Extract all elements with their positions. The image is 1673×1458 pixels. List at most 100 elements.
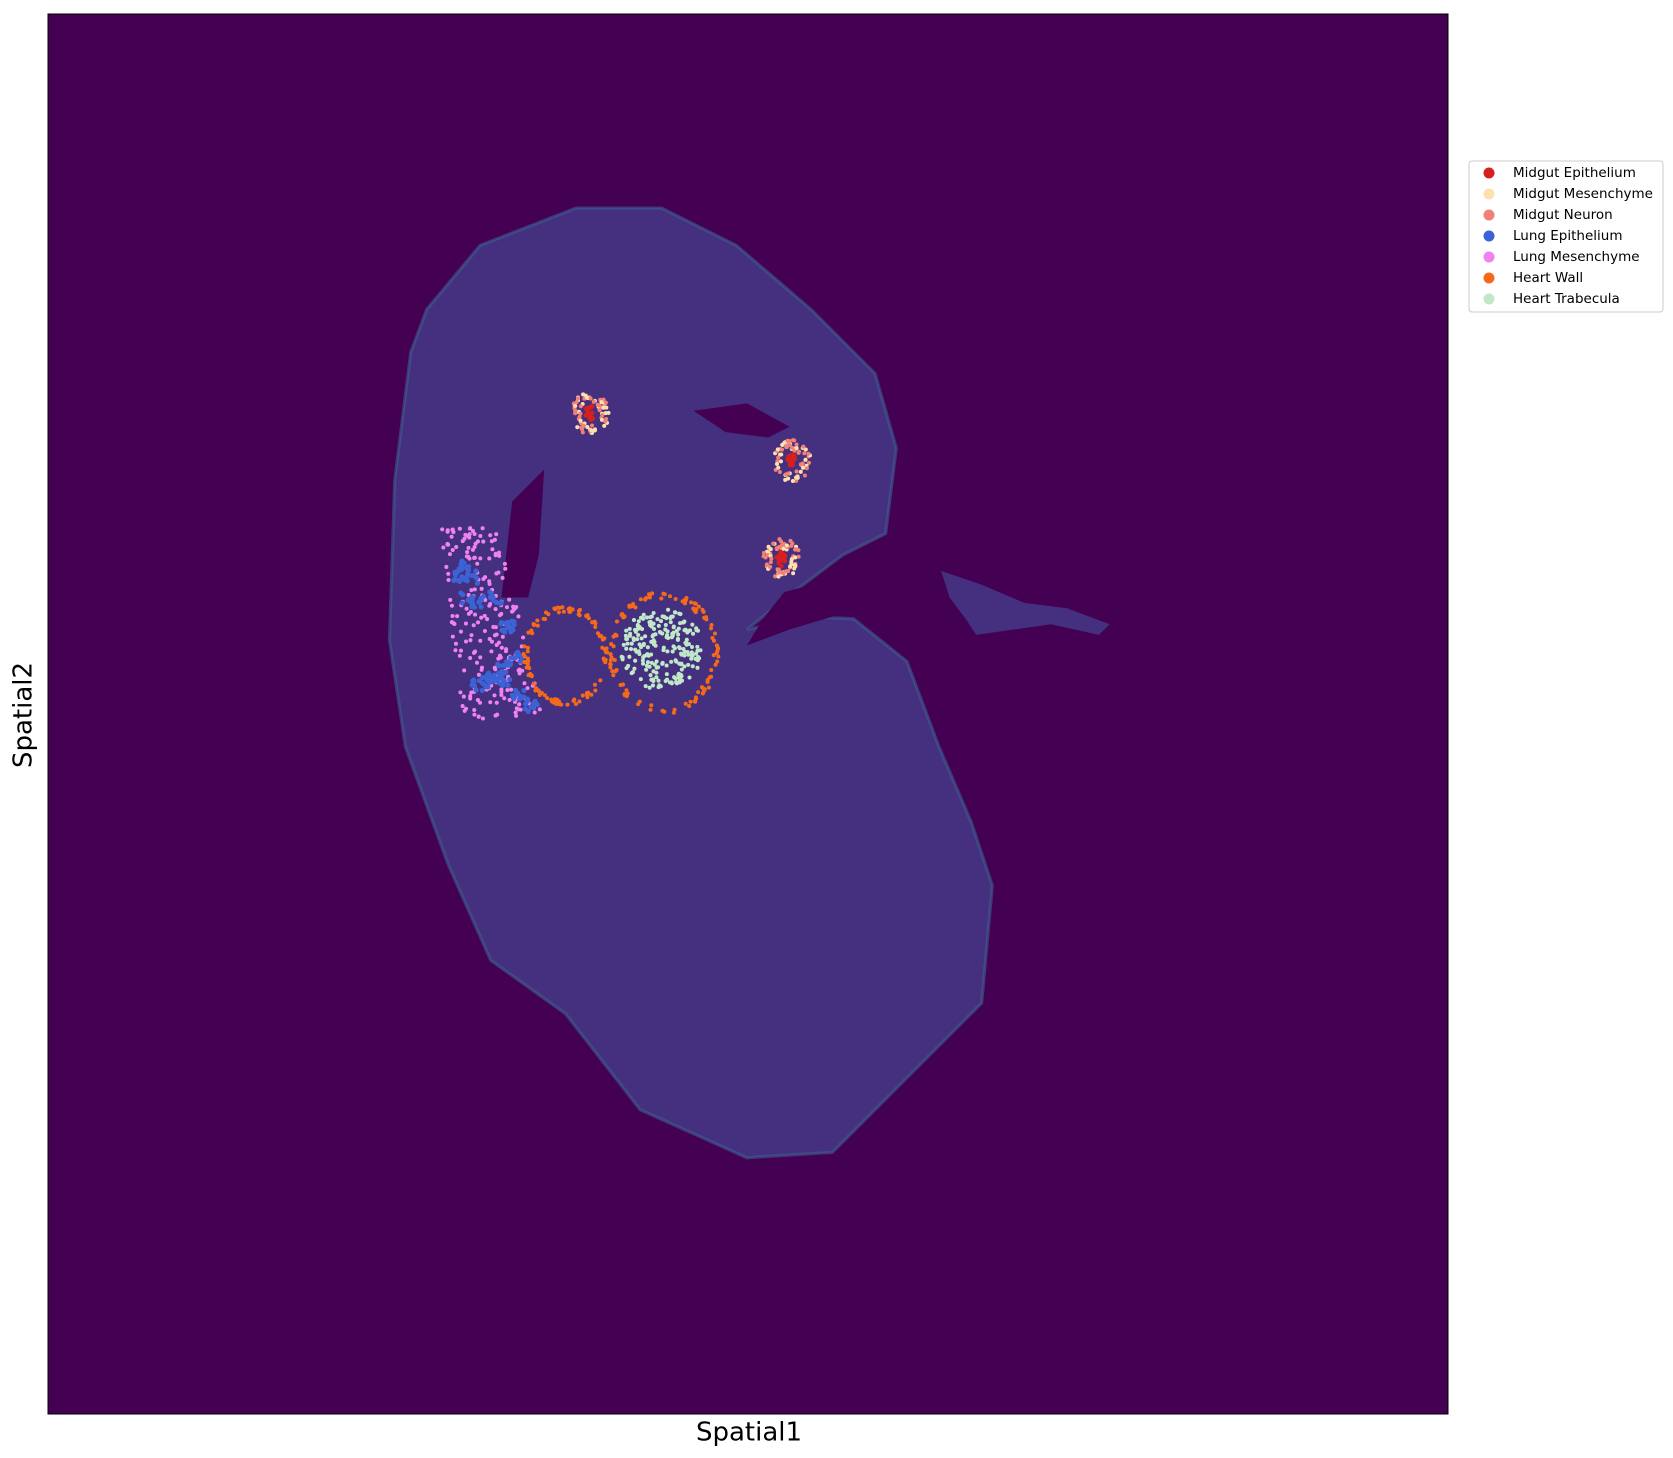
cell-dot — [677, 611, 682, 616]
cell-dot — [451, 577, 457, 583]
cell-dot — [643, 684, 648, 689]
cell-dot — [441, 545, 446, 550]
cell-dot — [504, 647, 509, 652]
cell-dot — [475, 561, 480, 566]
cell-dot — [794, 446, 799, 451]
cell-dot — [645, 645, 650, 650]
cell-dot — [684, 637, 689, 642]
cell-dot — [466, 567, 472, 573]
tissue-image — [387, 206, 994, 1160]
cell-dot — [476, 672, 481, 677]
cell-dot — [715, 645, 720, 650]
cell-dot — [591, 399, 596, 404]
cell-dot — [649, 652, 654, 657]
cell-dot — [511, 696, 517, 702]
cell-dot — [490, 547, 495, 552]
cell-dot — [670, 649, 675, 654]
cell-dot — [488, 533, 493, 538]
cell-dot — [788, 564, 793, 569]
cell-dot — [593, 688, 598, 693]
cell-dot — [693, 695, 698, 700]
cell-dot — [467, 532, 472, 537]
cell-dot — [451, 530, 456, 535]
cell-dot — [510, 609, 515, 614]
cell-dot — [672, 610, 677, 615]
cell-dot — [466, 545, 471, 550]
cell-dot — [466, 554, 471, 559]
cell-dot — [463, 639, 469, 644]
cell-dot — [686, 662, 691, 667]
cell-dot — [711, 653, 716, 658]
cell-dot — [455, 577, 461, 583]
cell-dot — [494, 571, 499, 576]
cell-dot — [497, 550, 502, 555]
cell-dot — [531, 681, 536, 686]
cell-dot — [473, 649, 478, 654]
legend-label: Midgut Mesenchyme — [1513, 186, 1653, 202]
cell-dot — [575, 425, 580, 430]
cell-dot — [629, 671, 634, 676]
cell-dot — [449, 534, 454, 539]
cell-dot — [440, 527, 445, 532]
cell-dot — [695, 665, 700, 670]
cell-dot — [702, 615, 707, 620]
cell-dot — [589, 428, 594, 433]
cell-dot — [527, 666, 532, 671]
cell-dot — [552, 606, 557, 611]
cell-dot — [714, 651, 719, 656]
cell-dot — [669, 659, 674, 664]
cell-dot — [472, 708, 477, 713]
cell-dot — [497, 613, 502, 618]
cell-dot — [780, 557, 786, 563]
cell-dot — [603, 411, 608, 416]
cell-dot — [487, 603, 492, 608]
cell-dot — [537, 692, 542, 697]
cell-dot — [517, 658, 524, 664]
cell-dot — [524, 698, 530, 704]
cell-dot — [806, 460, 812, 465]
cell-dot — [789, 445, 795, 450]
cell-dot — [648, 673, 653, 678]
cell-dot — [473, 575, 480, 581]
legend-label: Midgut Epithelium — [1513, 165, 1636, 181]
cell-dot — [787, 459, 793, 464]
cell-dot — [628, 631, 633, 636]
cell-dot — [580, 693, 585, 698]
cell-dot — [649, 703, 654, 708]
cell-dot — [492, 633, 498, 638]
cell-dot — [578, 404, 583, 409]
cell-dot — [467, 535, 472, 540]
cell-dot — [689, 653, 694, 658]
cell-dot — [803, 447, 808, 452]
cell-dot — [545, 696, 550, 701]
cell-dot — [588, 417, 593, 423]
cell-dot — [462, 668, 467, 673]
cell-dot — [495, 661, 501, 667]
legend-label: Midgut Neuron — [1513, 207, 1613, 223]
cell-dot — [537, 707, 542, 712]
cell-dot — [644, 667, 649, 672]
cell-dot — [586, 616, 591, 621]
cell-dot — [689, 656, 694, 661]
cell-dot — [499, 676, 506, 682]
cell-dot — [716, 654, 721, 659]
cell-dot — [666, 607, 671, 612]
cell-dot — [791, 571, 796, 576]
cell-dot — [570, 607, 575, 612]
cell-dot — [776, 558, 782, 564]
cell-dot — [669, 614, 674, 619]
cell-dot — [804, 466, 809, 471]
cell-dot — [684, 596, 689, 601]
cell-dot — [592, 428, 597, 433]
cell-dot — [661, 645, 666, 650]
cell-dot — [573, 403, 578, 408]
cell-dot — [654, 675, 659, 680]
cell-dot — [459, 574, 465, 580]
cell-dot — [633, 658, 638, 663]
cell-dot — [797, 449, 802, 454]
cell-dot — [453, 641, 458, 646]
cell-dot — [695, 644, 700, 649]
cell-dot — [459, 600, 465, 606]
cell-dot — [684, 640, 689, 646]
